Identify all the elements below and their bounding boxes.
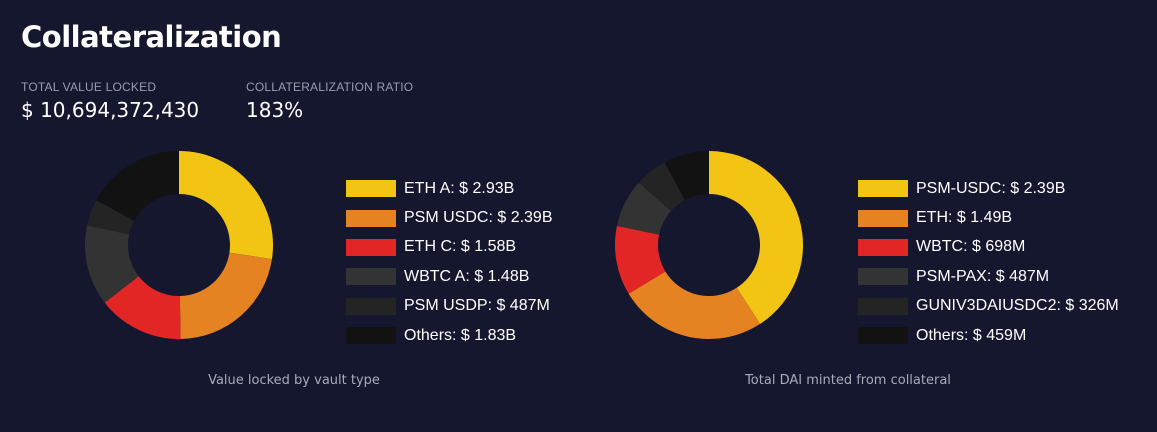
ratio-stat: COLLATERALIZATION RATIO 183% (246, 80, 413, 122)
legend-swatch (858, 268, 908, 286)
ratio-label: COLLATERALIZATION RATIO (246, 80, 414, 94)
legend-label: WBTC: $ 698M (916, 238, 1026, 256)
tvl-label: TOTAL VALUE LOCKED (21, 80, 157, 94)
legend-swatch (858, 238, 908, 256)
legend-swatch (346, 327, 396, 345)
legend-swatch (858, 297, 908, 315)
legend-swatch (858, 209, 908, 227)
legend-item-psm-pax[interactable]: PSM-PAX: $ 487M (858, 262, 1123, 291)
tvl-stat: TOTAL VALUE LOCKED $ 10,694,372,430 (21, 80, 199, 122)
legend-item-psm-usdp[interactable]: PSM USDP: $ 487M (346, 292, 626, 321)
legend-item-guniv3daiusdc2[interactable]: GUNIV3DAIUSDC2: $ 326M (858, 292, 1123, 321)
slice-others[interactable] (664, 151, 709, 201)
chart-caption-vault-type: Value locked by vault type (208, 373, 380, 388)
legend-item-eth[interactable]: ETH: $ 1.49B (858, 203, 1123, 232)
tvl-value: $ 10,694,372,430 (21, 98, 200, 122)
legend-item-others[interactable]: Others: $ 1.83B (346, 321, 626, 350)
legend-label: WBTC A: $ 1.48B (404, 267, 530, 285)
legend-item-others[interactable]: Others: $ 459M (858, 321, 1123, 350)
legend-swatch (858, 327, 908, 345)
legend-swatch (346, 268, 396, 286)
legend-swatch (858, 180, 908, 198)
slice-psm-usdp[interactable] (87, 200, 135, 235)
legend-item-psm-usdc[interactable]: PSM-USDC: $ 2.39B (858, 174, 1123, 203)
legend-label: PSM USDP: $ 487M (404, 297, 550, 315)
legend-item-wbtc[interactable]: WBTC: $ 698M (858, 233, 1123, 262)
legend-swatch (346, 297, 396, 315)
legend-item-eth-c[interactable]: ETH C: $ 1.58B (346, 233, 626, 262)
legend-swatch (346, 238, 396, 256)
chart-dai-minted: PSM-USDC: $ 2.39B ETH: $ 1.49B WBTC: $ 698… (614, 150, 1154, 400)
slice-eth-a[interactable] (179, 151, 273, 260)
slice-others[interactable] (96, 151, 179, 221)
legend-label: Others: $ 1.83B (404, 326, 517, 344)
donut-vault-type (85, 151, 273, 339)
legend-label: PSM USDC: $ 2.39B (404, 209, 553, 227)
slice-psm-pax[interactable] (616, 182, 671, 235)
donut-dai-minted (615, 151, 803, 339)
ratio-value: 183% (246, 98, 304, 122)
slice-eth[interactable] (628, 271, 761, 339)
legend-item-psm-usdc[interactable]: PSM USDC: $ 2.39B (346, 203, 626, 232)
legend-item-wbtc-a[interactable]: WBTC A: $ 1.48B (346, 262, 626, 291)
legend-label: ETH: $ 1.49B (916, 209, 1013, 227)
page-title: Collateralization (21, 20, 282, 54)
slice-wbtc-a[interactable] (85, 225, 139, 303)
chart-vault-type: ETH A: $ 2.93B PSM USDC: $ 2.39B ETH C: $ … (84, 150, 624, 400)
legend-label: ETH C: $ 1.58B (404, 238, 517, 256)
chart-caption-dai-minted: Total DAI minted from collateral (745, 373, 951, 388)
slice-eth-c[interactable] (104, 276, 181, 339)
legend-item-eth-a[interactable]: ETH A: $ 2.93B (346, 174, 626, 203)
legend-label: PSM-USDC: $ 2.39B (916, 179, 1066, 197)
legend-swatch (346, 209, 396, 227)
legend-label: ETH A: $ 2.93B (404, 179, 515, 197)
slice-wbtc[interactable] (615, 225, 666, 294)
slice-psm-usdc[interactable] (179, 252, 272, 339)
legend-label: Others: $ 459M (916, 326, 1027, 344)
legend-swatch (346, 180, 396, 198)
legend-vault-type: ETH A: $ 2.93B PSM USDC: $ 2.39B ETH C: $ … (346, 174, 626, 350)
legend-label: GUNIV3DAIUSDC2: $ 326M (916, 297, 1119, 315)
legend-dai-minted: PSM-USDC: $ 2.39B ETH: $ 1.49B WBTC: $ 698… (858, 174, 1123, 350)
slice-psm-usdc[interactable] (709, 151, 803, 324)
legend-label: PSM-PAX: $ 487M (916, 267, 1050, 285)
slice-guniv3daiusdc2[interactable] (638, 162, 685, 212)
